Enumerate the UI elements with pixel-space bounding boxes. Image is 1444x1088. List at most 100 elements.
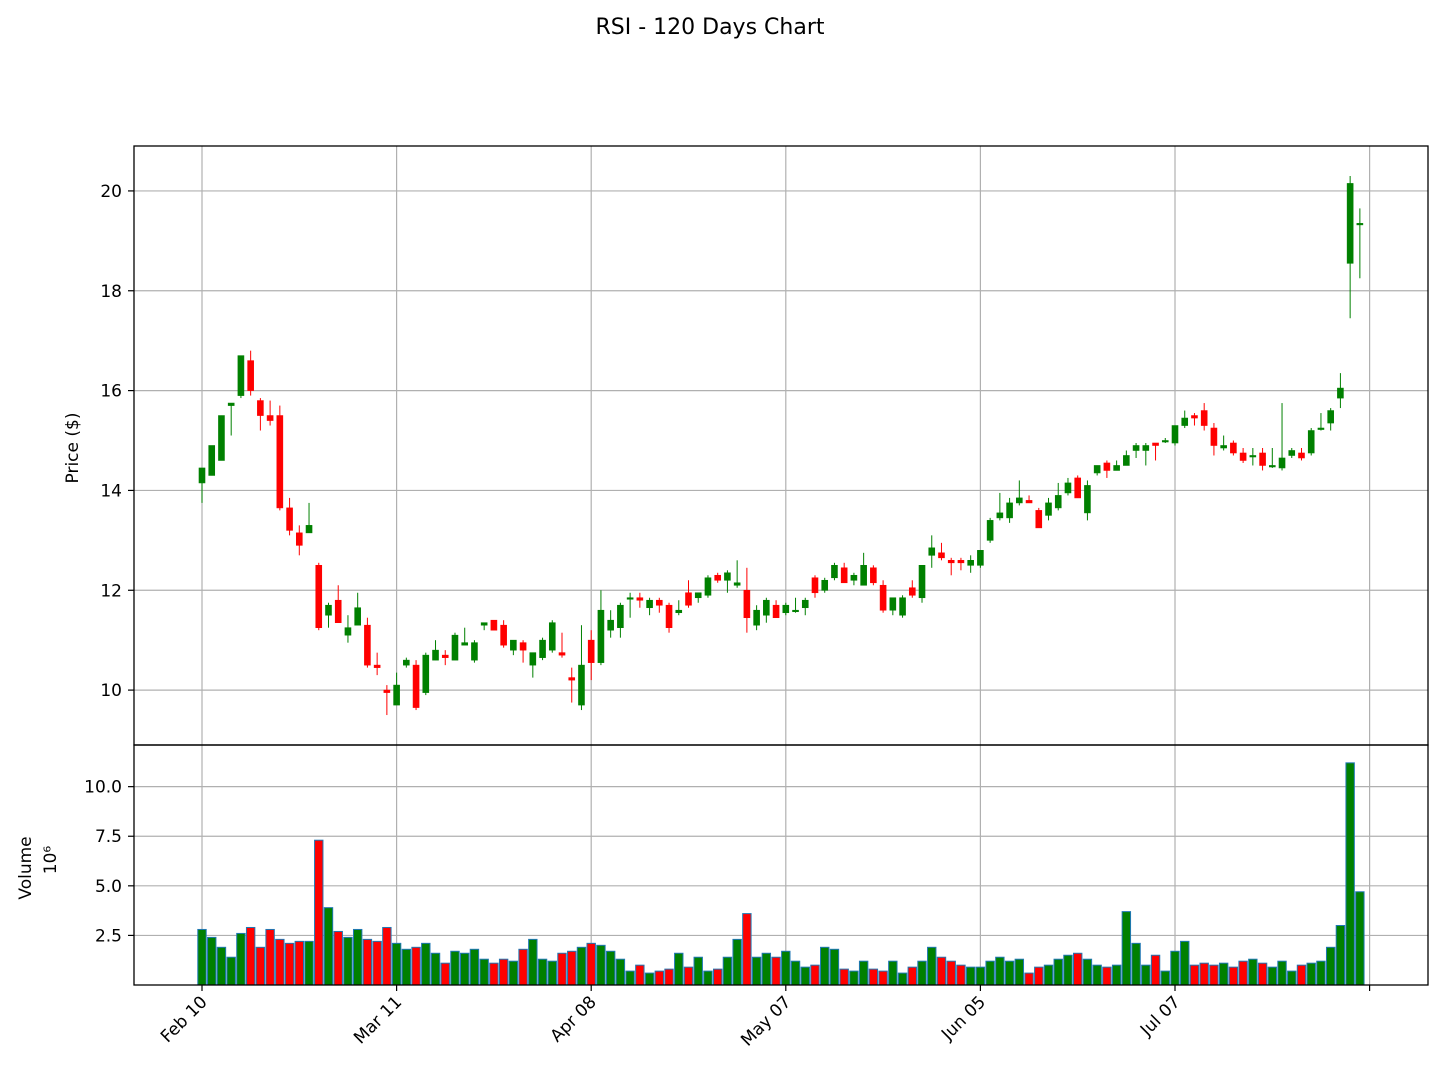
candle xyxy=(1269,447,1276,468)
candle-body xyxy=(977,550,984,566)
candle-body xyxy=(996,512,1004,519)
x-tick-label: Jun 05 xyxy=(937,992,990,1045)
volume-bar xyxy=(1277,960,1287,986)
candle xyxy=(393,672,400,706)
candle-body xyxy=(305,525,313,534)
candle xyxy=(276,405,284,511)
candle xyxy=(724,570,731,593)
volume-bar xyxy=(1257,962,1268,986)
candle-body xyxy=(899,597,906,616)
candle-body xyxy=(870,567,877,584)
candle-body xyxy=(675,609,683,614)
candle xyxy=(811,575,819,598)
price-y-tick-label: 10 xyxy=(100,681,122,701)
candle-body xyxy=(578,664,585,706)
volume-bar xyxy=(917,960,927,986)
candle-body xyxy=(1210,427,1218,446)
candle-body xyxy=(1171,425,1179,444)
candle xyxy=(266,400,274,426)
candle xyxy=(1064,477,1072,496)
volume-bar xyxy=(207,936,217,986)
candle xyxy=(1200,403,1208,431)
candle-body xyxy=(811,577,819,594)
candle xyxy=(1103,460,1111,478)
volume-bar xyxy=(275,938,285,986)
volume-bar xyxy=(1141,964,1151,986)
volume-bar xyxy=(596,944,606,986)
candle xyxy=(198,467,206,503)
candle xyxy=(675,600,683,616)
volume-bar xyxy=(391,942,402,986)
candle xyxy=(1191,413,1198,426)
candle xyxy=(967,555,974,573)
candle-body xyxy=(227,402,235,406)
volume-bar xyxy=(236,932,246,986)
volume-bar xyxy=(946,960,956,986)
volume-bar xyxy=(1121,911,1132,986)
candle-body xyxy=(772,604,780,619)
x-tick-label: Apr 08 xyxy=(547,992,601,1046)
volume-bar xyxy=(537,958,548,986)
candle-body xyxy=(908,587,916,596)
candle-body xyxy=(548,622,556,651)
candle-body xyxy=(1327,410,1334,424)
volume-bar xyxy=(1209,964,1219,986)
candle-body xyxy=(286,507,293,531)
candle xyxy=(753,605,760,631)
x-tick-label: Mar 11 xyxy=(350,992,406,1048)
volume-bar xyxy=(781,950,791,986)
candle-body xyxy=(334,599,342,624)
candle-body xyxy=(743,589,751,619)
candle xyxy=(1317,413,1325,431)
volume-bar xyxy=(1189,964,1200,986)
candle-body xyxy=(753,609,760,626)
candle-body xyxy=(1054,495,1062,509)
volume-bar xyxy=(1316,960,1326,986)
candle xyxy=(354,592,361,626)
candle-body xyxy=(850,574,858,581)
volume-bar xyxy=(294,940,305,986)
candle-body xyxy=(276,415,284,509)
candle-body xyxy=(704,577,712,596)
candle xyxy=(364,617,371,668)
candle xyxy=(432,640,439,661)
candle xyxy=(1045,497,1052,521)
candle-body xyxy=(665,604,673,628)
volume-bar xyxy=(1355,891,1365,986)
candle-body xyxy=(383,689,391,693)
volume-bar xyxy=(1296,964,1307,986)
volume-bar xyxy=(479,958,489,986)
volume-bar xyxy=(761,952,772,986)
candle xyxy=(694,592,702,603)
candle xyxy=(227,402,235,436)
candle-body xyxy=(1356,223,1364,226)
candle xyxy=(315,562,323,631)
candle xyxy=(792,597,799,613)
volume-bar xyxy=(382,926,392,986)
candle xyxy=(665,602,673,633)
volume-bar xyxy=(528,938,538,986)
candle xyxy=(490,619,498,631)
volume-bar xyxy=(635,964,645,986)
volume-bar xyxy=(333,930,343,986)
candle xyxy=(1239,447,1247,463)
candle-body xyxy=(860,564,867,586)
candle-body xyxy=(480,622,488,626)
candle xyxy=(1006,497,1013,523)
candle-body xyxy=(1161,440,1169,443)
candle xyxy=(237,355,245,399)
volume-bar xyxy=(411,946,421,986)
candle xyxy=(218,415,225,461)
candle-body xyxy=(1298,452,1305,459)
volume-y-tick-label: 7.5 xyxy=(95,827,122,847)
candle xyxy=(918,564,926,603)
candle xyxy=(587,630,595,681)
candle-body xyxy=(918,564,926,599)
candle xyxy=(743,567,751,633)
volume-bar xyxy=(323,907,334,986)
volume-bar xyxy=(469,948,480,986)
volume-bar xyxy=(401,948,412,986)
candle xyxy=(1327,408,1334,431)
volume-panel-frame xyxy=(133,744,1429,986)
volume-bar xyxy=(693,956,703,986)
